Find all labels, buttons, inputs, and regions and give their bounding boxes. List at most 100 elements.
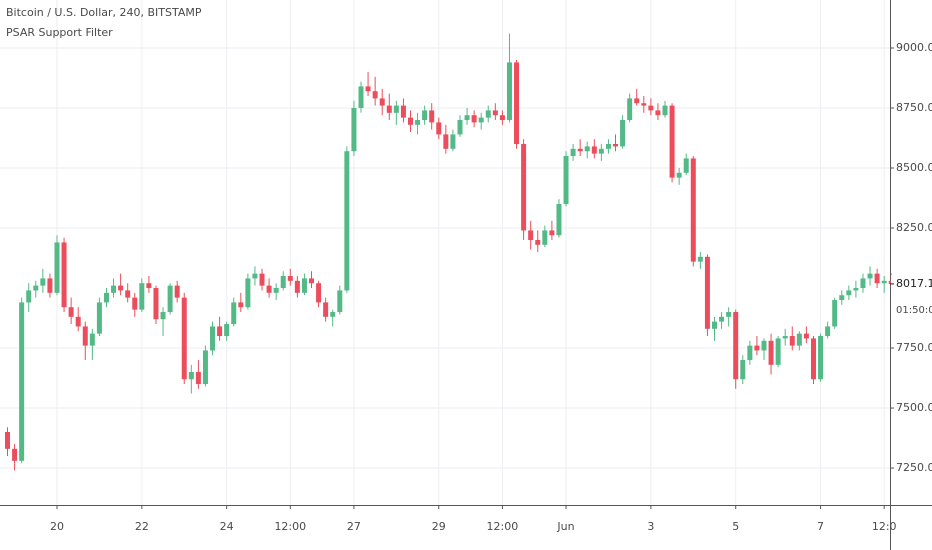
candle-body (775, 338, 781, 365)
candle-body (598, 148, 604, 154)
last-price-label: 8017.15 (896, 277, 932, 290)
candle-body (68, 307, 74, 317)
candle-body (839, 295, 845, 301)
candle-body (591, 146, 597, 154)
candle-body (252, 273, 258, 279)
candle-body (294, 280, 300, 293)
candle-body (457, 120, 463, 135)
x-tick-label: 7 (817, 520, 824, 533)
candle-body (627, 98, 633, 121)
candle-body (620, 120, 626, 147)
candle-body (238, 302, 244, 308)
candle-body (75, 316, 81, 327)
candle-body (407, 117, 413, 125)
y-tick-label: 8250.00 (896, 221, 932, 234)
candle-body (153, 288, 159, 320)
candle-body (867, 273, 873, 279)
candle-body (224, 324, 230, 337)
x-tick-label: Jun (556, 520, 574, 533)
candle-body (464, 115, 470, 121)
candle-body (96, 302, 102, 334)
candle-body (782, 336, 788, 339)
y-tick-label: 8750.00 (896, 101, 932, 114)
candle-body (499, 115, 505, 121)
candle-body (768, 340, 774, 365)
y-tick-label: 8500.00 (896, 161, 932, 174)
candle-body (584, 146, 590, 152)
chart-title: Bitcoin / U.S. Dollar, 240, BITSTAMP (6, 6, 202, 19)
candle-body (761, 340, 767, 351)
candle-body (881, 280, 887, 284)
candle-body (563, 156, 569, 205)
y-tick-label: 9000.00 (896, 41, 932, 54)
candle-body (803, 333, 809, 339)
y-tick-label: 7250.00 (896, 461, 932, 474)
candles (5, 33, 894, 471)
x-tick-label: 29 (432, 520, 446, 533)
candle-body (422, 110, 428, 121)
candle-body (577, 148, 583, 152)
candle-body (810, 338, 816, 380)
candle-body (132, 297, 138, 310)
candle-body (796, 333, 802, 346)
candle-body (323, 302, 329, 317)
x-tick-label: 24 (220, 520, 234, 533)
x-tick-label: 22 (135, 520, 149, 533)
candle-body (287, 276, 293, 281)
candle-body (832, 300, 838, 327)
candle-body (280, 276, 286, 289)
y-tick-label: 7500.00 (896, 401, 932, 414)
candle-body (549, 230, 555, 236)
candle-body (542, 230, 548, 245)
candle-body (245, 278, 251, 308)
candle-body (613, 144, 619, 147)
candle-body (146, 283, 152, 289)
candle-body (754, 345, 760, 351)
candle-body (188, 372, 194, 380)
candle-body (118, 285, 124, 291)
candle-body (125, 290, 131, 298)
candle-body (259, 273, 265, 286)
x-tick-label: 12:0 (872, 520, 897, 533)
candle-body (26, 290, 32, 303)
candle-body (450, 134, 456, 149)
candle-body (818, 336, 824, 380)
candle-body (5, 432, 10, 449)
candle-body (111, 285, 117, 293)
candle-body (33, 285, 39, 291)
candle-body (160, 312, 166, 320)
candle-body (174, 285, 180, 298)
candle-body (846, 290, 852, 296)
candle-body (309, 278, 315, 284)
candle-body (740, 360, 746, 380)
candle-body (747, 345, 753, 361)
candle-body (825, 326, 831, 337)
candle-body (641, 103, 647, 106)
grid (0, 0, 890, 505)
candle-body (471, 115, 477, 123)
candle-body (12, 448, 18, 461)
candle-body (301, 278, 307, 293)
y-tick-label: 7750.00 (896, 341, 932, 354)
candle-body (181, 297, 187, 380)
candle-body (697, 256, 703, 262)
candle-body (690, 158, 696, 262)
candle-body (669, 105, 675, 178)
x-tick-label: 20 (50, 520, 64, 533)
candle-body (103, 292, 109, 303)
candle-body (726, 312, 732, 317)
candle-body (521, 144, 527, 231)
candle-body (853, 288, 859, 291)
candle-body (676, 172, 682, 178)
candle-body (436, 122, 442, 135)
candle-body (400, 105, 406, 118)
candle-body (351, 108, 357, 152)
candle-body (535, 240, 541, 245)
candle-body (485, 110, 491, 118)
x-tick-label: 27 (347, 520, 361, 533)
candle-body (47, 278, 53, 293)
x-tick-label: 5 (732, 520, 739, 533)
candle-body (217, 326, 223, 337)
candle-body (704, 256, 710, 329)
last-price-box (891, 274, 932, 293)
